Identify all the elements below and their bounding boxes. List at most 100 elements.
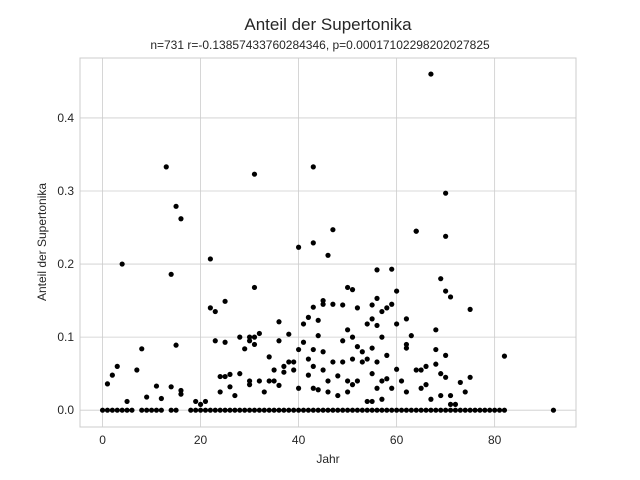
data-point [320, 297, 326, 304]
data-point [178, 391, 184, 397]
data-point [384, 407, 390, 413]
data-point [447, 401, 454, 407]
data-point [207, 256, 213, 262]
data-point [139, 407, 145, 413]
data-point [447, 392, 454, 399]
data-point [276, 407, 282, 413]
data-point [340, 407, 346, 413]
data-point [173, 407, 179, 413]
data-point [320, 349, 326, 355]
data-point [153, 383, 160, 389]
data-point [492, 407, 498, 413]
data-point [379, 308, 385, 315]
data-point [389, 385, 395, 391]
data-point [403, 389, 410, 395]
data-point [320, 367, 326, 373]
data-point [202, 398, 209, 405]
data-point [433, 361, 439, 367]
data-point [438, 407, 444, 413]
y-tick-label: 0.2 [57, 257, 74, 271]
data-point [300, 407, 307, 413]
data-point [394, 366, 400, 372]
data-point [374, 267, 380, 273]
data-point [408, 333, 414, 339]
data-point [281, 363, 287, 369]
data-point [428, 396, 434, 402]
data-point [99, 407, 106, 413]
data-point [178, 387, 184, 394]
data-point [501, 407, 508, 413]
data-point [354, 305, 361, 311]
data-point [246, 378, 253, 384]
y-tick-label: 0.4 [57, 111, 74, 125]
y-tick-label: 0.1 [57, 330, 74, 344]
data-point [467, 306, 473, 312]
data-point [193, 407, 199, 413]
data-point [354, 407, 361, 413]
data-point [104, 407, 111, 413]
data-point [281, 369, 287, 375]
data-point [320, 301, 326, 307]
data-point [389, 266, 395, 272]
data-point [423, 382, 429, 388]
data-point [266, 407, 272, 413]
data-point [423, 407, 429, 413]
data-point [403, 345, 410, 351]
data-point [403, 407, 410, 413]
data-point [443, 288, 449, 294]
data-point [389, 407, 395, 413]
data-point [345, 389, 351, 395]
data-point [340, 359, 346, 365]
data-point [452, 401, 459, 407]
data-point [443, 233, 449, 239]
data-point [286, 331, 292, 337]
data-point [433, 327, 439, 333]
data-point [369, 345, 375, 351]
data-point [325, 378, 331, 384]
data-point [354, 344, 361, 350]
data-point [173, 203, 179, 209]
data-point [374, 322, 380, 329]
data-point [345, 378, 351, 384]
data-point [222, 298, 228, 304]
data-point [369, 302, 375, 308]
data-point [207, 305, 213, 311]
data-point [413, 367, 419, 373]
data-point [310, 407, 316, 413]
data-point [487, 407, 493, 413]
data-point [345, 327, 351, 333]
data-point [364, 398, 370, 405]
data-point [438, 276, 444, 282]
data-point [394, 288, 400, 294]
data-point [447, 294, 454, 300]
data-point [447, 407, 454, 413]
data-point [173, 342, 179, 348]
data-point [256, 407, 262, 413]
data-point [109, 407, 115, 413]
data-point [443, 407, 449, 413]
x-axis-label: Jahr [316, 452, 339, 466]
data-point [276, 382, 282, 388]
data-point [305, 356, 311, 362]
data-point [217, 373, 223, 380]
data-point [384, 376, 390, 382]
y-axis-label: Anteil der Supertonika [35, 183, 49, 301]
data-point [349, 356, 356, 362]
data-point [501, 353, 508, 359]
data-point [369, 407, 375, 413]
data-point [364, 321, 370, 327]
y-tick-label: 0.3 [57, 184, 74, 198]
data-point [134, 367, 140, 373]
data-point [369, 398, 375, 405]
data-point [104, 381, 111, 387]
data-point [227, 407, 233, 413]
data-point [291, 359, 297, 365]
data-point [276, 338, 282, 344]
data-point [300, 339, 307, 345]
data-point [124, 407, 130, 413]
data-point [286, 359, 292, 365]
data-point [408, 407, 414, 413]
data-point [242, 407, 248, 413]
data-point [315, 333, 321, 339]
